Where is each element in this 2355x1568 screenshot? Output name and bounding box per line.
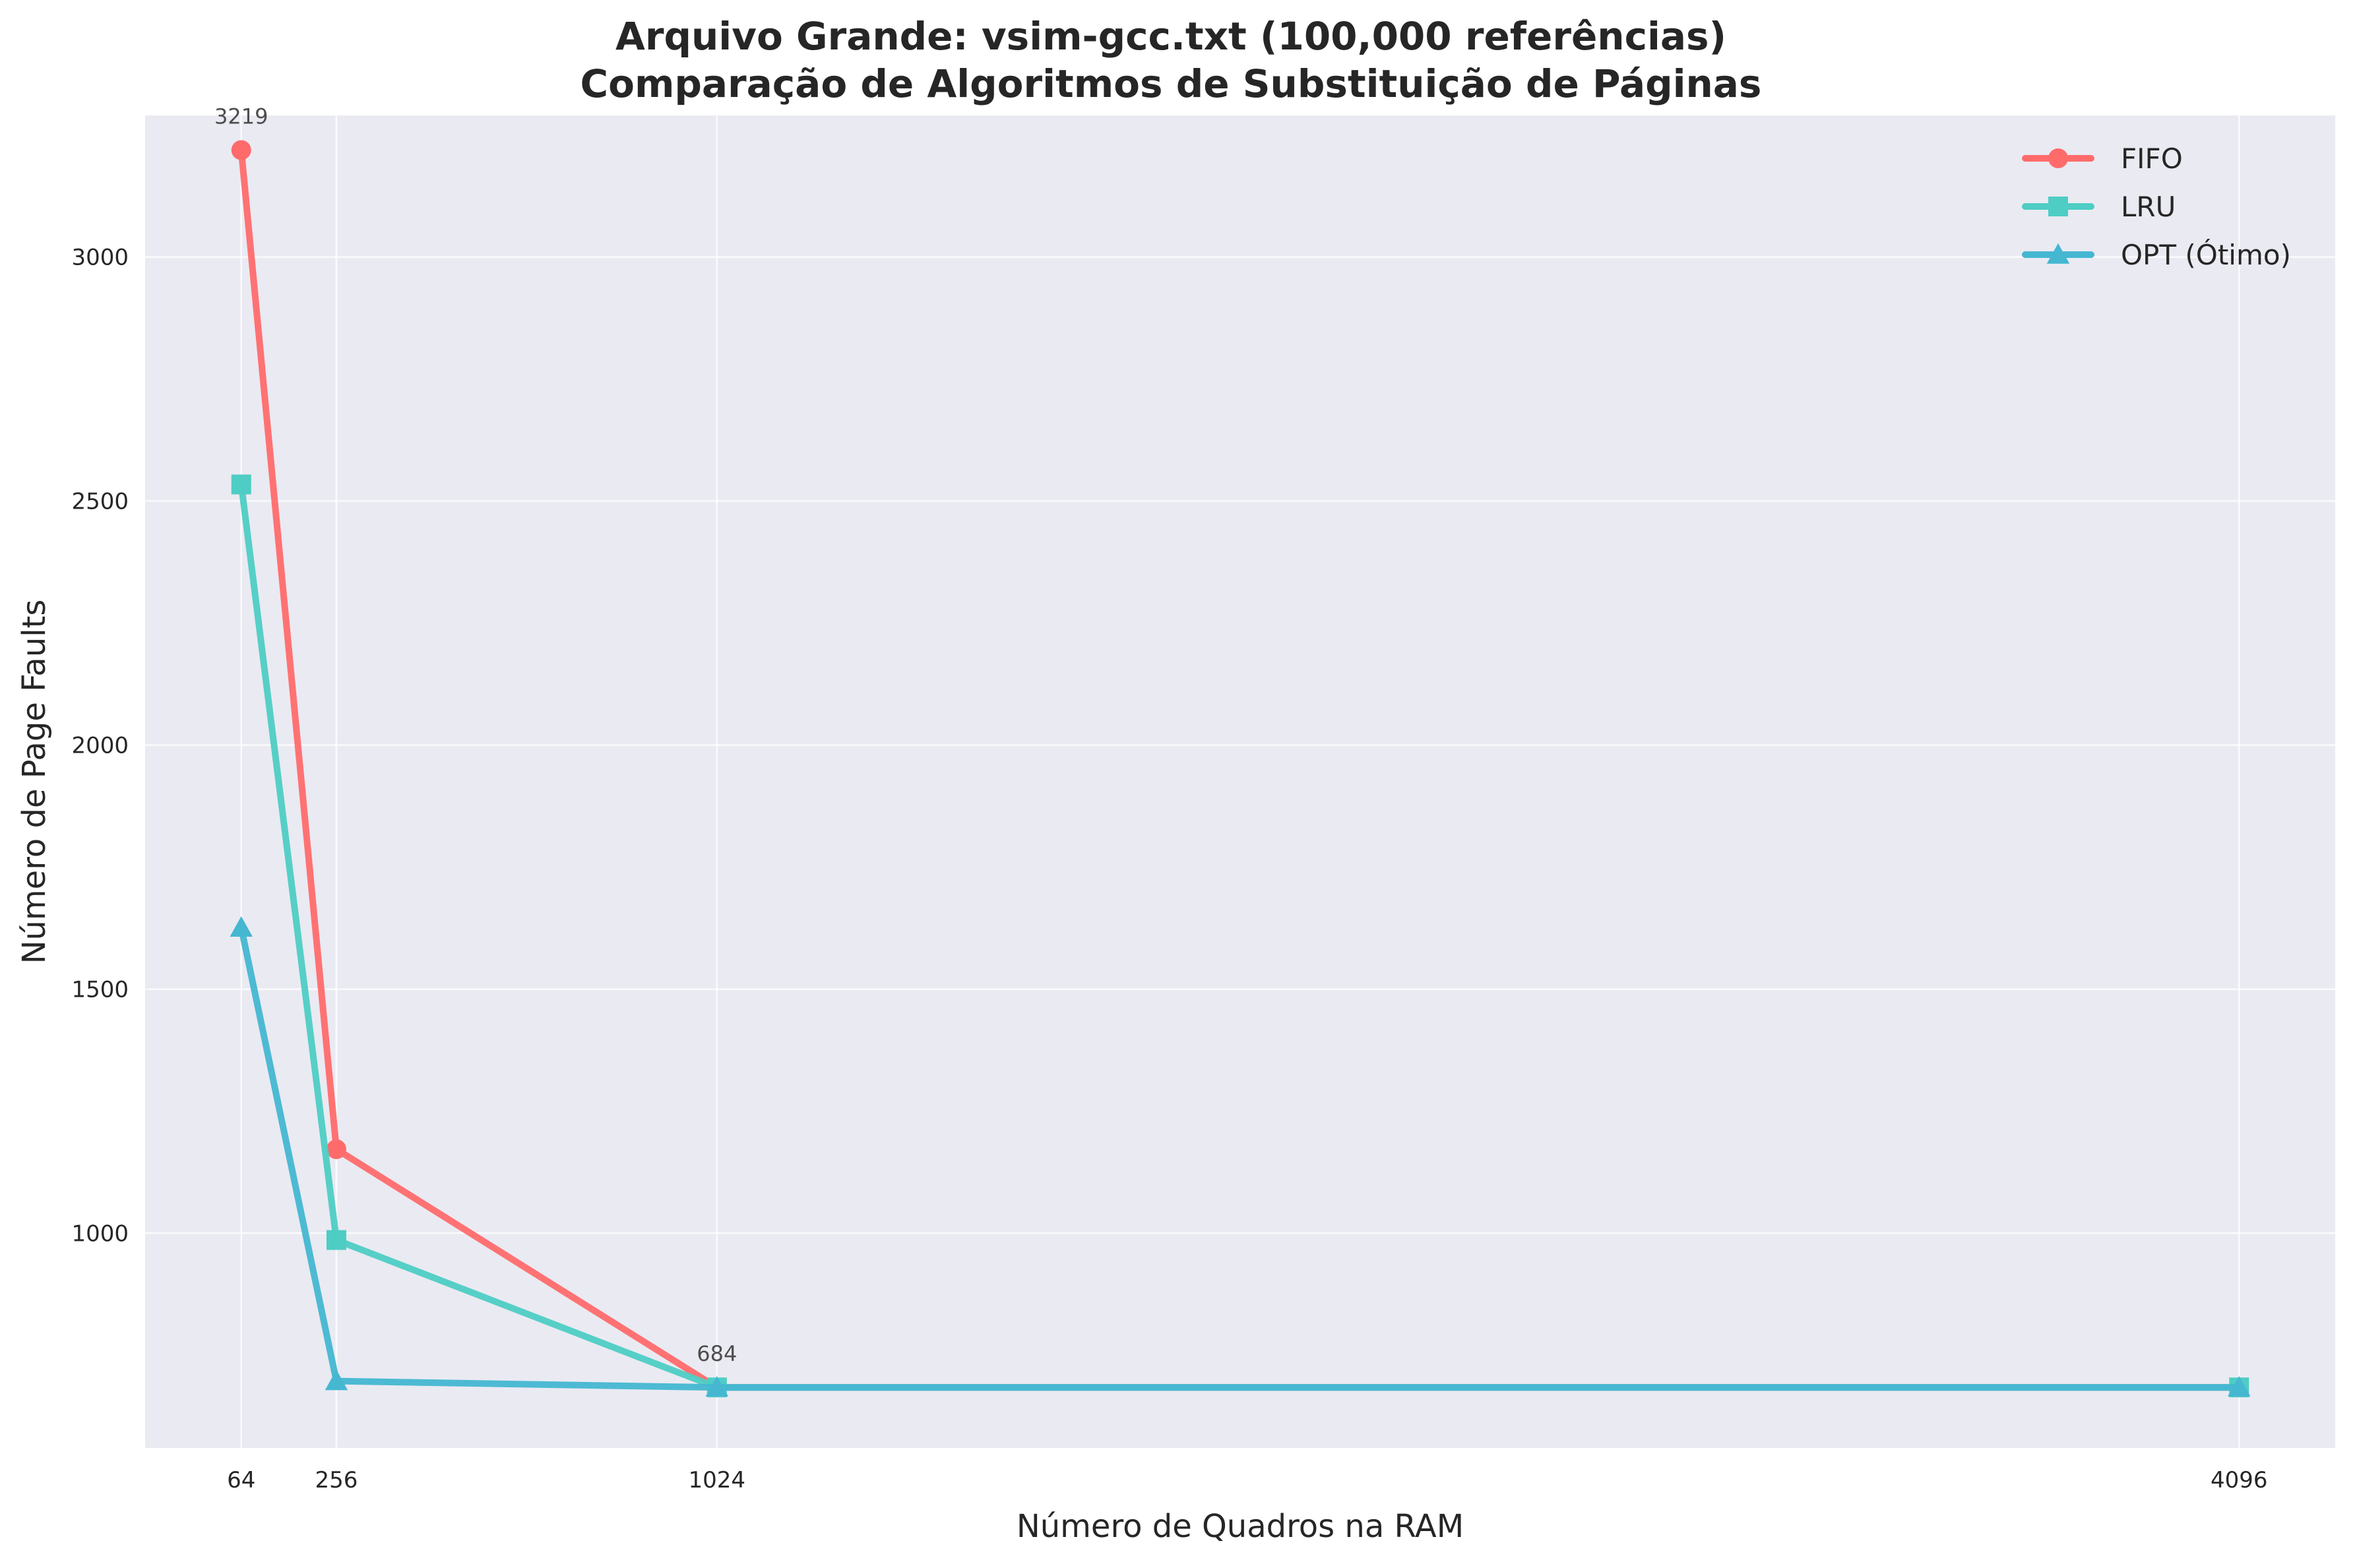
y-tick-label: 2000 <box>71 733 129 759</box>
data-point <box>325 1369 348 1391</box>
y-tick-label: 1000 <box>71 1220 129 1247</box>
x-tick-label: 256 <box>315 1467 358 1493</box>
legend: FIFO LRU OPT (Ótimo) <box>2022 142 2291 271</box>
legend-label: FIFO <box>2121 142 2183 175</box>
legend-item: FIFO <box>2022 142 2183 175</box>
x-tick-label: 4096 <box>2211 1467 2268 1493</box>
legend-swatch-marker <box>2046 243 2070 264</box>
series-line <box>237 924 2243 1391</box>
legend-swatch-marker <box>2048 148 2068 168</box>
series-2 <box>230 916 2251 1397</box>
y-tick-label: 3000 <box>71 245 129 271</box>
legend-label: OPT (Ótimo) <box>2121 238 2291 271</box>
data-point <box>705 1375 729 1397</box>
plot-area <box>145 115 2335 1448</box>
x-axis-label: Número de Quadros na RAM <box>1017 1508 1464 1545</box>
y-axis-label: Número de Page Faults <box>16 600 53 964</box>
axis-ticks: 64 256 1024 4096 1000 1500 2000 2500 3000 <box>71 245 2267 1493</box>
legend-label: LRU <box>2121 191 2176 223</box>
legend-item: LRU <box>2022 191 2176 223</box>
chart-title-line-2: Comparação de Algoritmos de Substituição… <box>581 61 1762 106</box>
data-point <box>231 474 251 495</box>
x-tick-label: 1024 <box>689 1467 746 1493</box>
data-label: 684 <box>697 1341 737 1366</box>
y-tick-label: 2500 <box>71 489 129 515</box>
data-annotations: 3219 684 <box>214 104 737 1367</box>
data-point <box>326 1139 346 1160</box>
data-point <box>230 916 253 937</box>
chart-title-line-1: Arquivo Grande: vsim-gcc.txt (100,000 re… <box>615 14 1726 59</box>
legend-swatch-marker <box>2048 197 2068 216</box>
data-point <box>2228 1375 2251 1397</box>
x-tick-label: 64 <box>227 1467 255 1493</box>
grid-lines <box>145 115 2335 1448</box>
legend-item: OPT (Ótimo) <box>2022 238 2291 271</box>
data-point <box>231 140 251 160</box>
data-label: 3219 <box>214 104 268 129</box>
series-layer <box>230 140 2251 1398</box>
y-tick-label: 1500 <box>71 976 129 1003</box>
data-point <box>326 1230 346 1250</box>
